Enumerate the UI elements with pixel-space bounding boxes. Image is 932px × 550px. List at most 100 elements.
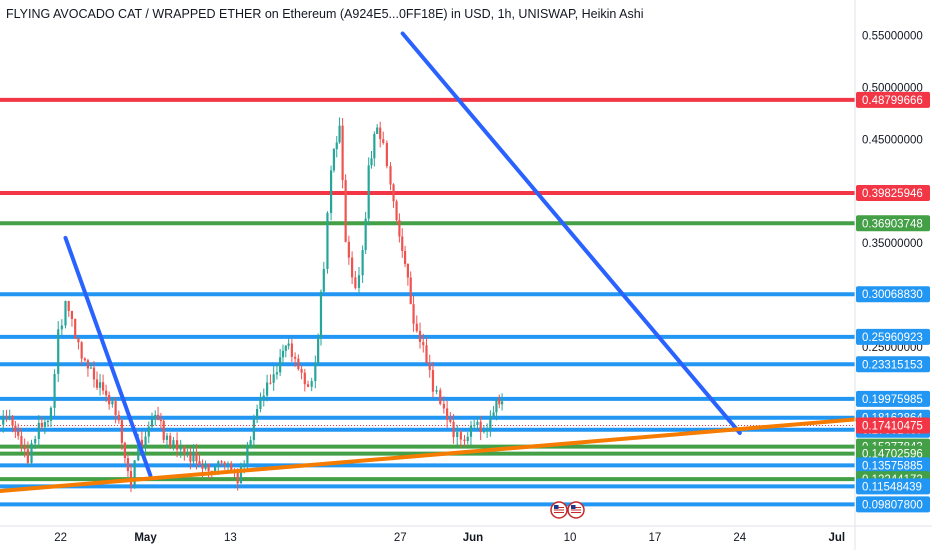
trendline-uptrend-support[interactable]	[0, 417, 857, 494]
candle-body	[133, 460, 136, 486]
candle-body	[23, 446, 26, 450]
candle-body	[74, 318, 77, 339]
y-tick-label-0: 0.55000000	[862, 31, 923, 43]
candle-body	[186, 453, 189, 455]
candle-body	[361, 250, 364, 276]
level-badge-11-text: 0.13575885	[862, 460, 923, 472]
level-badge-13[interactable]: 0.11548439	[856, 478, 930, 495]
level-badge-3-text: 0.30068830	[862, 289, 923, 301]
candle-body	[162, 420, 165, 440]
level-badge-1-bg	[856, 184, 930, 201]
candle-body	[466, 436, 469, 441]
x-tick-label-1: May	[134, 532, 157, 544]
us-flag-event-icon[interactable]	[550, 501, 568, 519]
level-badge-6-bg	[856, 390, 930, 407]
candle-body	[317, 337, 320, 364]
x-tick-label-2: 13	[224, 532, 237, 544]
level-badge-5[interactable]: 0.23315153	[856, 356, 930, 373]
x-tick-label-8: Jul	[828, 532, 845, 544]
x-tick-label-3: 27	[394, 532, 407, 544]
candle-body	[34, 438, 37, 444]
level-badge-4-text: 0.25960923	[862, 332, 923, 344]
y-tick-label-1: 0.50000000	[862, 82, 923, 94]
candle-body	[95, 379, 99, 388]
candle-body	[463, 439, 466, 441]
us-flag-event-icon[interactable]	[567, 501, 585, 519]
current-price-badge[interactable]: 0.17410475	[856, 417, 930, 434]
candle-body	[236, 470, 239, 484]
candle-body	[67, 300, 70, 311]
level-badge-4[interactable]: 0.25960923	[856, 328, 930, 345]
candle-body	[201, 464, 204, 469]
level-badge-1-text: 0.39825946	[862, 188, 923, 200]
candle-body	[357, 275, 361, 288]
candle-body	[495, 399, 498, 413]
candle-body	[11, 416, 14, 426]
level-badge-11[interactable]: 0.13575885	[856, 457, 930, 474]
candle-body	[189, 453, 192, 462]
candle-body	[300, 369, 303, 373]
candle-body	[335, 142, 338, 150]
candle-body	[192, 452, 195, 462]
level-badge-0[interactable]: 0.48799666	[856, 91, 930, 108]
candle-body	[256, 408, 259, 419]
candle-body	[26, 449, 29, 463]
candle-body	[344, 180, 347, 242]
candle-body	[354, 277, 357, 288]
candle-body	[322, 268, 325, 292]
candle-body	[281, 350, 285, 358]
candle-body	[272, 374, 275, 383]
level-badge-3[interactable]: 0.30068830	[856, 286, 930, 303]
candle-body	[64, 300, 67, 326]
candle-body	[259, 398, 262, 409]
level-badge-1[interactable]: 0.39825946	[856, 184, 930, 201]
candle-body	[303, 372, 306, 385]
candle-body	[297, 358, 300, 370]
candle-body	[37, 422, 40, 439]
candle-body	[140, 439, 143, 447]
candle-body	[123, 442, 127, 459]
candle-body	[126, 458, 130, 472]
candle-body	[486, 429, 489, 432]
candle-body	[418, 330, 422, 342]
candle-body	[80, 342, 83, 359]
level-badge-2-text: 0.36903748	[862, 218, 923, 230]
trendline-downtrend-2[interactable]	[400, 31, 742, 435]
event-icon-canton	[554, 505, 559, 509]
candle-body	[20, 435, 23, 447]
candle-body	[198, 461, 201, 465]
candle-body	[452, 421, 455, 438]
candle-body	[431, 370, 435, 392]
candle-body	[98, 382, 102, 388]
candle-body	[2, 416, 5, 425]
level-badge-6[interactable]: 0.19975985	[856, 390, 930, 407]
candle-body	[403, 251, 407, 264]
candle-body	[108, 395, 111, 405]
candle-body	[175, 440, 179, 450]
trendline-downtrend-1[interactable]	[63, 235, 153, 478]
candle-body	[70, 310, 74, 319]
candle-body	[275, 372, 279, 375]
candle-body	[498, 399, 501, 405]
candle-body	[500, 401, 504, 405]
event-icon-canton	[571, 505, 576, 509]
level-badge-11-bg	[856, 457, 930, 474]
y-tick-label-3: 0.35000000	[862, 238, 923, 250]
candle-body	[492, 412, 495, 417]
level-badge-13-text: 0.11548439	[862, 481, 922, 493]
candle-body	[482, 431, 485, 433]
candle-body	[489, 416, 492, 430]
candle-body	[86, 360, 90, 369]
candle-body	[422, 341, 425, 346]
candle-body	[137, 439, 140, 461]
candle-body	[395, 201, 398, 221]
candle-body	[290, 343, 293, 357]
candle-body	[213, 466, 217, 473]
level-badge-2[interactable]: 0.36903748	[856, 215, 930, 232]
economic-events[interactable]	[550, 501, 585, 519]
candle-body	[439, 390, 442, 404]
candle-body	[226, 463, 230, 465]
level-badge-14[interactable]: 0.09807800	[856, 496, 930, 513]
candle-body	[30, 443, 33, 463]
